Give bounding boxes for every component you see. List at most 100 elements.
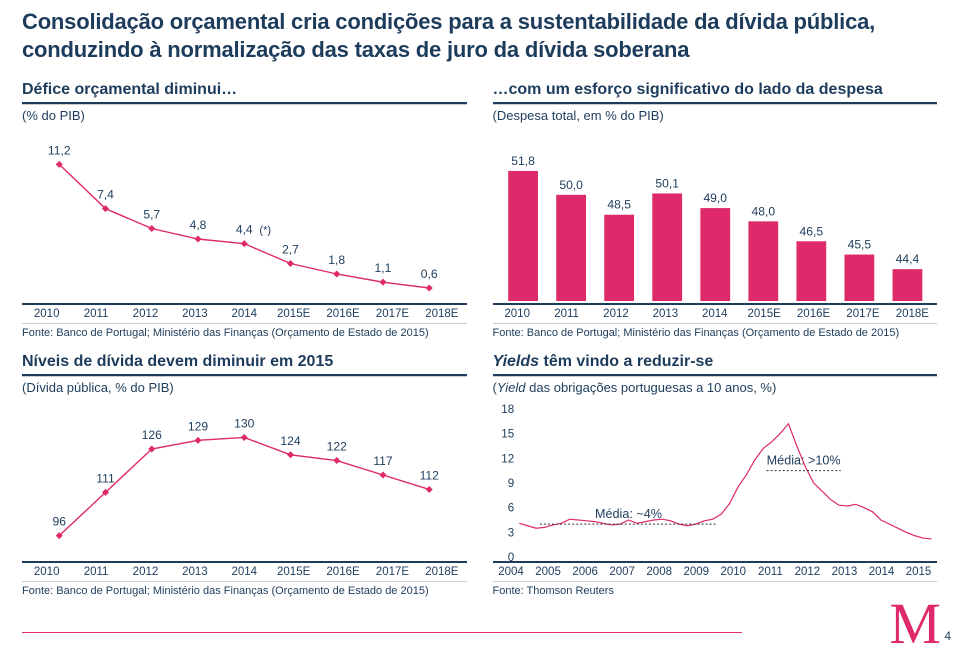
xaxis-tick: 2012 (591, 308, 640, 320)
svg-text:15: 15 (501, 429, 514, 441)
svg-text:5,7: 5,7 (143, 208, 160, 222)
chart-expense: 51,850,048,550,149,048,046,545,544,4 (493, 133, 938, 303)
xaxis-tick: 2017E (368, 566, 417, 578)
svg-text:111: 111 (96, 471, 115, 485)
brand-logo: M (889, 595, 941, 653)
xaxis-tick: 2013 (641, 308, 690, 320)
xaxis-tick: 2016E (318, 566, 367, 578)
xaxis-tick: 2012 (789, 566, 826, 578)
card-expense: …com um esforço significativo do lado da… (493, 81, 938, 339)
xaxis-tick: 2012 (121, 566, 170, 578)
xaxis-tick: 2015E (269, 308, 318, 320)
xaxis-tick: 2016E (789, 308, 838, 320)
xaxis-tick: 2006 (567, 566, 604, 578)
svg-text:9: 9 (507, 478, 513, 490)
svg-text:1,8: 1,8 (328, 253, 345, 267)
xaxis-deficit: 201020112012201320142015E2016E2017E2018E (22, 303, 467, 324)
xaxis-tick: 2015E (739, 308, 788, 320)
xaxis-tick: 2009 (678, 566, 715, 578)
xaxis-tick: 2014 (220, 308, 269, 320)
svg-text:1,1: 1,1 (375, 261, 392, 275)
xaxis-tick: 2008 (641, 566, 678, 578)
debt-title: Níveis de dívida devem diminuir em 2015 (22, 353, 467, 371)
xaxis-tick: 2013 (170, 566, 219, 578)
chart-deficit: 11,2 7,4 5,7 4,8 4,4 (*) 2,7 1,8 1,1 0,6 (22, 133, 467, 303)
expense-title: …com um esforço significativo do lado da… (493, 81, 938, 99)
xaxis-tick: 2018E (417, 566, 466, 578)
xaxis-tick: 2012 (121, 308, 170, 320)
chart-yields: 0 3 6 9 12 15 18 Média: >10% Média: ~4% (493, 401, 938, 561)
svg-text:Média: >10%: Média: >10% (766, 454, 840, 468)
xaxis-tick: 2018E (888, 308, 937, 320)
xaxis-tick: 2011 (71, 566, 120, 578)
svg-text:48,0: 48,0 (751, 204, 775, 218)
svg-text:12: 12 (501, 453, 514, 465)
footer: M (0, 593, 959, 651)
svg-text:0: 0 (507, 552, 513, 561)
xaxis-tick: 2018E (417, 308, 466, 320)
page-number: 4 (944, 629, 951, 643)
xaxis-tick: 2016E (318, 308, 367, 320)
svg-text:2,7: 2,7 (282, 243, 299, 257)
svg-text:0,6: 0,6 (421, 267, 438, 281)
svg-text:6: 6 (507, 503, 513, 515)
card-deficit: Défice orçamental diminui… (% do PIB) 11… (22, 81, 467, 339)
svg-text:18: 18 (501, 404, 514, 416)
card-yields: Yields têm vindo a reduzir-se (Yield das… (493, 353, 938, 597)
xaxis-tick: 2013 (826, 566, 863, 578)
yields-title: Yields têm vindo a reduzir-se (493, 353, 938, 371)
xaxis-tick: 2010 (22, 308, 71, 320)
svg-text:Média: ~4%: Média: ~4% (595, 507, 662, 521)
svg-text:4,4: 4,4 (236, 223, 253, 237)
card-debt: Níveis de dívida devem diminuir em 2015 … (22, 353, 467, 597)
svg-text:(*): (*) (259, 225, 271, 237)
xaxis-tick: 2010 (493, 308, 542, 320)
svg-text:48,5: 48,5 (607, 198, 631, 212)
deficit-subtitle: (% do PIB) (22, 104, 467, 123)
xaxis-tick: 2010 (715, 566, 752, 578)
xaxis-tick: 2011 (71, 308, 120, 320)
svg-text:117: 117 (373, 454, 393, 468)
xaxis-debt: 201020112012201320142015E2016E2017E2018E (22, 561, 467, 582)
svg-text:7,4: 7,4 (97, 188, 114, 202)
chart-debt: 96 111 126 129 130 124 122 117 112 (22, 401, 467, 561)
xaxis-tick: 2010 (22, 566, 71, 578)
svg-text:129: 129 (188, 419, 209, 433)
xaxis-tick: 2015E (269, 566, 318, 578)
deficit-title: Défice orçamental diminui… (22, 81, 467, 99)
svg-text:45,5: 45,5 (847, 238, 871, 252)
xaxis-tick: 2014 (220, 566, 269, 578)
svg-text:51,8: 51,8 (511, 154, 535, 168)
xaxis-tick: 2005 (530, 566, 567, 578)
svg-text:3: 3 (507, 527, 513, 539)
svg-text:44,4: 44,4 (895, 252, 919, 266)
svg-text:46,5: 46,5 (799, 224, 823, 238)
xaxis-tick: 2017E (838, 308, 887, 320)
svg-text:11,2: 11,2 (48, 143, 71, 157)
xaxis-tick: 2011 (752, 566, 789, 578)
page-title: Consolidação orçamental cria condições p… (0, 0, 959, 65)
svg-text:124: 124 (280, 434, 301, 448)
xaxis-expense: 201020112012201320142015E2016E2017E2018E (493, 303, 938, 324)
svg-text:112: 112 (420, 469, 440, 483)
footer-rule (22, 632, 742, 633)
xaxis-tick: 2015 (900, 566, 937, 578)
svg-text:4,8: 4,8 (190, 218, 207, 232)
yields-subtitle: (Yield das obrigações portuguesas a 10 a… (493, 376, 938, 395)
svg-text:50,0: 50,0 (559, 178, 583, 192)
xaxis-yields: 2004200520062007200820092010201120122013… (493, 561, 938, 582)
xaxis-tick: 2007 (604, 566, 641, 578)
expense-subtitle: (Despesa total, em % do PIB) (493, 104, 938, 123)
svg-text:126: 126 (142, 428, 163, 442)
xaxis-tick: 2011 (542, 308, 591, 320)
chart-grid: Défice orçamental diminui… (% do PIB) 11… (0, 65, 959, 597)
xaxis-tick: 2014 (863, 566, 900, 578)
deficit-fonte: Fonte: Banco de Portugal; Ministério das… (22, 324, 467, 339)
debt-subtitle: (Dívida pública, % do PIB) (22, 376, 467, 395)
xaxis-tick: 2004 (493, 566, 530, 578)
svg-text:49,0: 49,0 (703, 191, 727, 205)
svg-text:122: 122 (327, 440, 348, 454)
xaxis-tick: 2017E (368, 308, 417, 320)
svg-text:96: 96 (53, 515, 67, 529)
svg-text:130: 130 (234, 417, 255, 431)
